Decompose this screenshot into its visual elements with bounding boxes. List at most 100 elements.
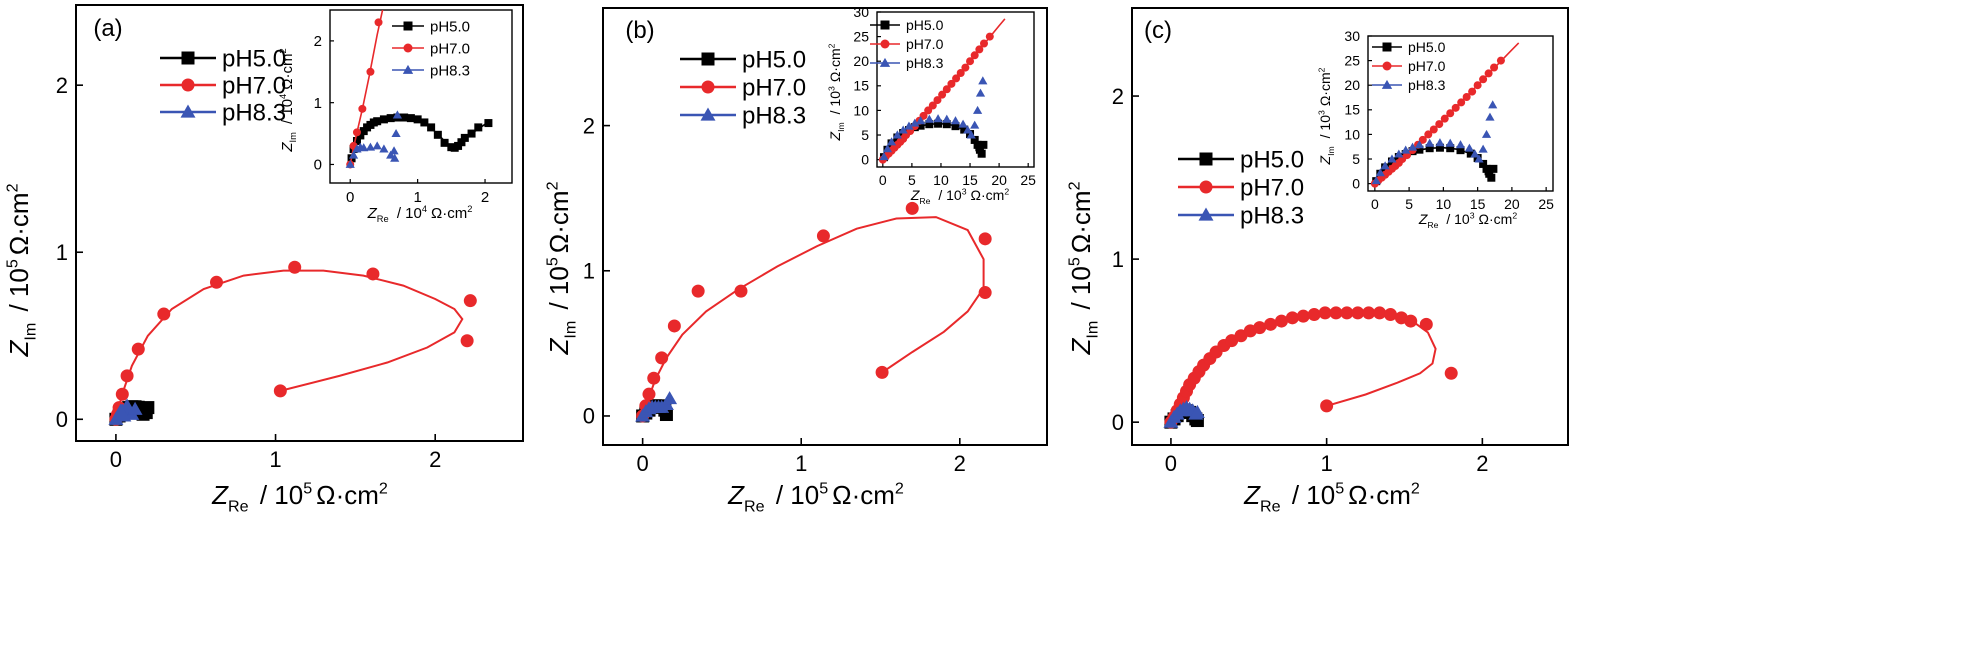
main-point-pH7.0: [120, 369, 134, 383]
inset-ytick-label: 5: [861, 127, 869, 143]
main-point-pH7.0: [460, 334, 474, 348]
main-point-pH7.0: [816, 229, 830, 243]
inset-point-pH5.0: [1435, 143, 1444, 152]
main-frame: [1131, 7, 1569, 446]
inset-x-axis-label-symbol: Z: [367, 205, 378, 222]
main-fit-line-pH7.0: [1170, 311, 1437, 423]
inset-y-axis-label-exponent: 3: [826, 86, 836, 91]
inset-point-pH7.0: [1440, 114, 1449, 123]
inset-point-pH8.3: [1455, 140, 1466, 149]
inset-point-pH7.0: [970, 51, 979, 60]
inset-legend-marker: [403, 43, 413, 53]
inset-x-axis-label-subscript: Re: [1427, 220, 1438, 230]
main-point-pH7.0: [463, 294, 477, 308]
inset-y-axis-label-symbol: Z: [827, 131, 843, 141]
inset-point-pH8.3: [904, 121, 914, 130]
main-legend-label: pH7.0: [742, 75, 806, 102]
inset-y-axis-label-symbol: Z: [279, 142, 296, 153]
inset-x-axis-label-exponent: 3: [1470, 210, 1475, 220]
inset-x-axis-label-unit: / 10: [393, 205, 422, 222]
inset-ytick-label: 25: [853, 29, 869, 45]
inset-y-axis-label-unit-exponent: 2: [826, 43, 836, 48]
inset-xtick-label: 20: [991, 172, 1007, 188]
main-xtick-label: 2: [1476, 451, 1488, 476]
main-point-pH7.0: [288, 260, 302, 274]
inset-point-pH8.3: [379, 144, 389, 153]
inset-y-axis-label-exponent: 4: [278, 94, 288, 99]
inset-point-pH8.3: [1488, 100, 1498, 109]
inset-legend-label: pH8.3: [1408, 77, 1446, 93]
inset-point-pH7.0: [1490, 63, 1499, 72]
inset-point-pH7.0: [1473, 81, 1482, 90]
inset-point-pH7.0: [942, 85, 951, 94]
inset-point-pH8.3: [391, 128, 401, 138]
inset-point-pH7.0: [1446, 109, 1455, 118]
main-point-pH7.0: [366, 267, 380, 281]
inset-point-pH5.0: [413, 115, 422, 124]
inset-point-pH5.0: [1456, 146, 1465, 155]
inset-frame: [329, 9, 513, 184]
main-ytick-label: 2: [1112, 84, 1124, 109]
inset-point-pH8.3: [1474, 154, 1484, 163]
inset-point-pH7.0: [1429, 125, 1438, 134]
x-axis-label: ZRe / 105 Ω·cm2: [211, 480, 388, 516]
main-xtick-label: 2: [429, 447, 441, 472]
inset-ytick-label: 15: [1344, 102, 1360, 118]
inset-point-pH5.0: [1425, 144, 1434, 153]
main-point-pH7.0: [734, 284, 748, 298]
inset-ytick-label: 25: [1344, 53, 1360, 69]
inset-point-pH7.0: [979, 39, 988, 48]
inset-point-pH8.3: [958, 119, 968, 128]
inset-legend-label: pH7.0: [430, 40, 470, 57]
main-point-pH7.0: [1444, 366, 1458, 380]
inset-point-pH7.0: [928, 101, 937, 110]
inset-legend-label: pH7.0: [1408, 58, 1446, 74]
inset-xtick-label: 5: [908, 172, 916, 188]
inset-point-pH8.3: [1407, 142, 1418, 151]
inset-point-pH7.0: [952, 74, 961, 83]
inset-point-pH8.3: [942, 114, 952, 123]
inset-ytick-label: 1: [314, 95, 322, 112]
inset-point-pH5.0: [979, 140, 988, 149]
inset-ytick-label: 30: [853, 4, 869, 20]
main-ytick-label: 0: [56, 407, 68, 432]
inset-point-pH8.3: [924, 114, 934, 123]
inset-point-pH5.0: [951, 122, 960, 131]
inset-legend-marker: [402, 64, 414, 74]
x-axis-label-unit: / 10: [769, 480, 820, 510]
main-xtick-label: 1: [269, 447, 281, 472]
main-point-pH7.0: [1274, 314, 1288, 328]
inset-point-pH5.0: [440, 138, 449, 147]
inset-xtick-label: 0: [879, 172, 887, 188]
y-axis-label-unit-exponent: 2: [1066, 181, 1084, 190]
inset-point-pH7.0: [985, 32, 994, 41]
y-axis-label-subscript: Im: [1083, 321, 1101, 339]
x-axis-label-unit-exponent: 2: [895, 480, 904, 498]
inset-chart: 0 5 10 15 20 25051015202530pH5.0pH7.0pH8.3ZRe…: [826, 4, 1036, 206]
inset-point-pH5.0: [975, 143, 984, 152]
inset-y-axis-label-unit-exponent: 2: [1316, 67, 1326, 72]
inset-y-axis-label-unit-tail: Ω·cm: [1317, 72, 1333, 106]
inset-point-pH8.3: [345, 159, 355, 168]
inset-point-pH5.0: [467, 129, 476, 138]
inset-y-axis-label-unit: / 10: [827, 91, 843, 118]
inset-point-pH8.3: [390, 153, 400, 162]
inset-point-pH7.0: [1468, 87, 1477, 96]
y-axis-label-exponent: 5: [4, 259, 22, 268]
inset-y-axis-label-unit-tail: Ω·cm: [827, 48, 843, 82]
y-axis-label-subscript: Im: [561, 321, 579, 339]
inset-legend-marker: [403, 21, 413, 31]
main-point-pH7.0: [875, 365, 889, 379]
inset-point-pH5.0: [373, 117, 382, 126]
inset-point-pH7.0: [374, 18, 383, 27]
inset-xtick-label: 15: [1470, 196, 1486, 212]
inset-y-axis-label-unit-tail: Ω·cm: [279, 54, 296, 90]
inset-point-pH5.0: [1489, 164, 1498, 173]
inset-y-axis-label-unit: / 10: [279, 99, 296, 128]
y-axis-label-unit-exponent: 2: [544, 181, 562, 190]
inset-point-pH8.3: [972, 105, 983, 114]
inset-point-pH8.3: [910, 118, 920, 127]
inset-xtick-label: 0: [346, 189, 354, 206]
